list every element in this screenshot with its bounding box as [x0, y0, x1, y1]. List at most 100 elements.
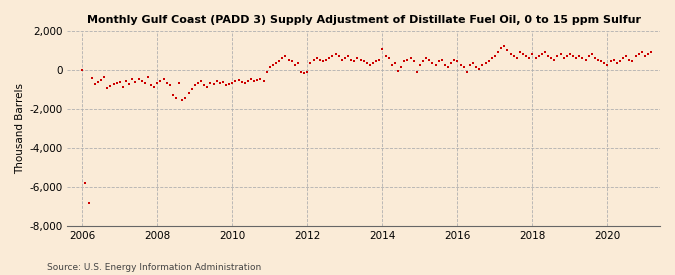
Point — [646, 50, 657, 54]
Point — [102, 86, 113, 90]
Point — [311, 55, 322, 60]
Point — [80, 181, 91, 185]
Point — [108, 82, 119, 86]
Point — [514, 50, 525, 54]
Point — [593, 57, 603, 62]
Point — [539, 50, 550, 54]
Point — [142, 75, 153, 79]
Point — [640, 53, 651, 58]
Point — [386, 63, 397, 68]
Point — [290, 63, 300, 68]
Point — [408, 59, 419, 64]
Point — [284, 57, 294, 62]
Point — [221, 82, 232, 87]
Point — [224, 82, 235, 86]
Point — [546, 55, 557, 60]
Point — [518, 51, 529, 56]
Point — [358, 59, 369, 64]
Point — [512, 55, 522, 60]
Point — [455, 63, 466, 68]
Point — [333, 53, 344, 58]
Point — [374, 57, 385, 62]
Point — [414, 63, 425, 68]
Point — [470, 65, 481, 70]
Point — [202, 85, 213, 89]
Point — [427, 61, 438, 66]
Point — [186, 87, 197, 91]
Point — [127, 77, 138, 81]
Point — [99, 75, 109, 79]
Point — [389, 61, 400, 66]
Text: Source: U.S. Energy Information Administration: Source: U.S. Energy Information Administ… — [47, 263, 261, 272]
Point — [618, 55, 628, 60]
Point — [155, 79, 166, 83]
Point — [411, 70, 422, 74]
Point — [508, 53, 519, 58]
Point — [274, 59, 285, 64]
Point — [321, 57, 331, 62]
Point — [418, 59, 429, 64]
Point — [246, 77, 256, 81]
Point — [430, 63, 441, 68]
Point — [499, 44, 510, 48]
Point — [449, 57, 460, 62]
Point — [489, 53, 500, 58]
Point — [502, 48, 513, 52]
Point — [549, 57, 560, 62]
Point — [505, 51, 516, 56]
Point — [380, 53, 391, 58]
Point — [458, 65, 469, 70]
Point — [255, 77, 266, 81]
Point — [443, 65, 454, 70]
Point — [571, 55, 582, 60]
Point — [349, 59, 360, 64]
Point — [355, 57, 366, 62]
Point — [399, 59, 410, 64]
Point — [252, 78, 263, 82]
Point — [533, 53, 544, 58]
Point — [114, 80, 125, 84]
Point — [439, 63, 450, 68]
Point — [462, 70, 472, 74]
Point — [452, 59, 463, 64]
Point — [402, 57, 413, 62]
Point — [261, 70, 272, 74]
Point — [433, 59, 444, 64]
Point — [599, 61, 610, 66]
Point — [627, 59, 638, 64]
Point — [468, 61, 479, 66]
Point — [487, 55, 497, 60]
Point — [587, 51, 597, 56]
Point — [211, 79, 222, 83]
Point — [477, 63, 488, 68]
Y-axis label: Thousand Barrels: Thousand Barrels — [15, 83, 25, 174]
Point — [602, 63, 613, 68]
Point — [421, 55, 431, 60]
Point — [377, 47, 388, 51]
Point — [140, 81, 151, 85]
Point — [315, 57, 325, 62]
Point — [305, 61, 316, 66]
Point — [165, 82, 176, 87]
Point — [583, 53, 594, 58]
Point — [364, 63, 375, 68]
Point — [589, 55, 600, 60]
Point — [240, 81, 250, 85]
Point — [633, 51, 644, 56]
Point — [537, 51, 547, 56]
Point — [368, 61, 379, 66]
Point — [280, 53, 291, 58]
Point — [190, 82, 200, 87]
Point — [630, 53, 641, 58]
Point — [236, 80, 247, 84]
Point — [133, 77, 144, 81]
Point — [552, 53, 563, 58]
Point — [405, 55, 416, 60]
Point — [308, 57, 319, 62]
Point — [480, 61, 491, 66]
Point — [521, 53, 532, 58]
Point — [111, 81, 122, 85]
Point — [136, 79, 147, 83]
Point — [121, 79, 132, 83]
Point — [371, 59, 381, 64]
